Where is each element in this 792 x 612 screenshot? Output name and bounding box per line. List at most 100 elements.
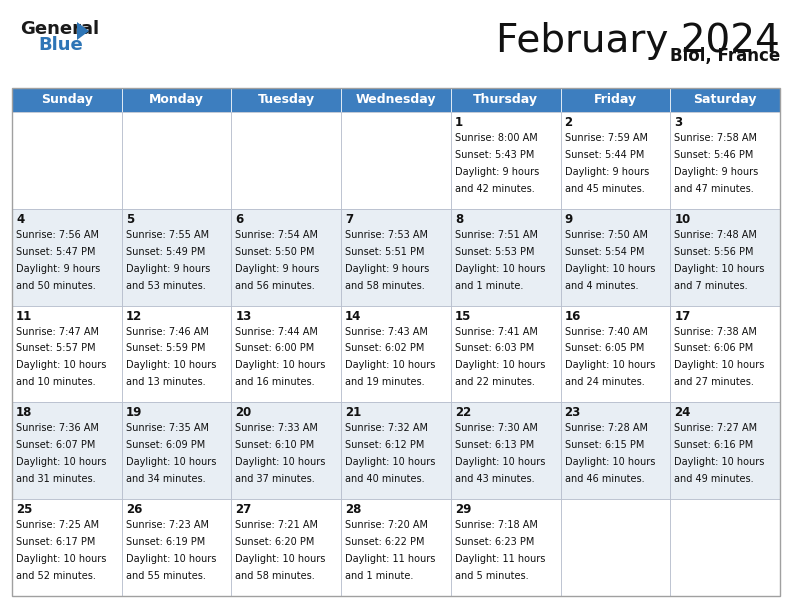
Bar: [122, 209, 231, 305]
Text: and 19 minutes.: and 19 minutes.: [345, 378, 425, 387]
Text: Sunset: 6:16 PM: Sunset: 6:16 PM: [674, 440, 753, 450]
Text: Daylight: 10 hours: Daylight: 10 hours: [16, 457, 106, 467]
Text: Sunset: 5:46 PM: Sunset: 5:46 PM: [674, 150, 754, 160]
Text: Daylight: 10 hours: Daylight: 10 hours: [126, 457, 216, 467]
Text: and 37 minutes.: and 37 minutes.: [235, 474, 315, 484]
Text: General: General: [20, 20, 99, 38]
Text: 6: 6: [235, 213, 244, 226]
Text: Sunrise: 7:44 AM: Sunrise: 7:44 AM: [235, 327, 318, 337]
Text: Sunset: 6:07 PM: Sunset: 6:07 PM: [16, 440, 95, 450]
Text: Daylight: 10 hours: Daylight: 10 hours: [235, 554, 326, 564]
Text: Daylight: 10 hours: Daylight: 10 hours: [345, 457, 436, 467]
Text: Sunrise: 7:55 AM: Sunrise: 7:55 AM: [126, 230, 209, 240]
Text: Sunrise: 8:00 AM: Sunrise: 8:00 AM: [455, 133, 538, 143]
Text: 8: 8: [455, 213, 463, 226]
Text: 28: 28: [345, 503, 361, 516]
Text: Monday: Monday: [149, 94, 204, 106]
Text: and 27 minutes.: and 27 minutes.: [674, 378, 754, 387]
Text: Sunset: 6:15 PM: Sunset: 6:15 PM: [565, 440, 644, 450]
Text: Daylight: 9 hours: Daylight: 9 hours: [16, 264, 101, 274]
Text: and 58 minutes.: and 58 minutes.: [345, 280, 425, 291]
Text: 12: 12: [126, 310, 142, 323]
Text: Sunrise: 7:21 AM: Sunrise: 7:21 AM: [235, 520, 318, 530]
Text: Sunrise: 7:33 AM: Sunrise: 7:33 AM: [235, 424, 318, 433]
Bar: [122, 499, 231, 596]
Text: Sunset: 6:12 PM: Sunset: 6:12 PM: [345, 440, 425, 450]
Bar: [451, 499, 561, 596]
Text: and 31 minutes.: and 31 minutes.: [16, 474, 96, 484]
Text: Sunset: 6:00 PM: Sunset: 6:00 PM: [235, 343, 314, 354]
Text: and 34 minutes.: and 34 minutes.: [126, 474, 205, 484]
Text: 4: 4: [16, 213, 25, 226]
Text: Saturday: Saturday: [693, 94, 757, 106]
Bar: [561, 403, 670, 499]
Text: Sunrise: 7:20 AM: Sunrise: 7:20 AM: [345, 520, 428, 530]
Text: and 16 minutes.: and 16 minutes.: [235, 378, 315, 387]
Text: Sunrise: 7:58 AM: Sunrise: 7:58 AM: [674, 133, 757, 143]
Text: Sunset: 6:03 PM: Sunset: 6:03 PM: [455, 343, 534, 354]
Text: 9: 9: [565, 213, 573, 226]
Text: Sunset: 6:02 PM: Sunset: 6:02 PM: [345, 343, 425, 354]
Bar: [122, 88, 231, 112]
Text: Sunset: 6:09 PM: Sunset: 6:09 PM: [126, 440, 205, 450]
Text: Tuesday: Tuesday: [257, 94, 315, 106]
Bar: [231, 209, 341, 305]
Bar: [670, 499, 780, 596]
Text: Sunset: 6:06 PM: Sunset: 6:06 PM: [674, 343, 753, 354]
Text: Daylight: 10 hours: Daylight: 10 hours: [126, 554, 216, 564]
Text: and 7 minutes.: and 7 minutes.: [674, 280, 748, 291]
Text: 26: 26: [126, 503, 142, 516]
Bar: [561, 209, 670, 305]
Text: 7: 7: [345, 213, 353, 226]
Text: and 10 minutes.: and 10 minutes.: [16, 378, 96, 387]
Text: Sunset: 5:50 PM: Sunset: 5:50 PM: [235, 247, 315, 256]
Bar: [341, 305, 451, 403]
Text: and 49 minutes.: and 49 minutes.: [674, 474, 754, 484]
Text: Sunday: Sunday: [41, 94, 93, 106]
Text: Daylight: 9 hours: Daylight: 9 hours: [235, 264, 320, 274]
Text: Thursday: Thursday: [473, 94, 539, 106]
Text: Daylight: 10 hours: Daylight: 10 hours: [565, 360, 655, 370]
Text: 18: 18: [16, 406, 32, 419]
Text: Sunset: 5:43 PM: Sunset: 5:43 PM: [455, 150, 535, 160]
Text: and 42 minutes.: and 42 minutes.: [455, 184, 535, 194]
Text: Daylight: 9 hours: Daylight: 9 hours: [565, 167, 649, 177]
Text: and 1 minute.: and 1 minute.: [455, 280, 524, 291]
Text: 13: 13: [235, 310, 252, 323]
Text: and 55 minutes.: and 55 minutes.: [126, 571, 206, 581]
Text: and 52 minutes.: and 52 minutes.: [16, 571, 96, 581]
Bar: [122, 112, 231, 209]
Text: 3: 3: [674, 116, 683, 129]
Bar: [670, 88, 780, 112]
Bar: [122, 305, 231, 403]
Bar: [561, 305, 670, 403]
Bar: [12, 403, 122, 499]
Bar: [561, 112, 670, 209]
Text: Daylight: 10 hours: Daylight: 10 hours: [674, 360, 764, 370]
Text: and 22 minutes.: and 22 minutes.: [455, 378, 535, 387]
Text: and 45 minutes.: and 45 minutes.: [565, 184, 645, 194]
Bar: [12, 112, 122, 209]
Text: Biol, France: Biol, France: [670, 47, 780, 65]
Bar: [12, 305, 122, 403]
Text: Sunrise: 7:25 AM: Sunrise: 7:25 AM: [16, 520, 99, 530]
Text: 19: 19: [126, 406, 142, 419]
Text: Daylight: 11 hours: Daylight: 11 hours: [345, 554, 436, 564]
Text: and 58 minutes.: and 58 minutes.: [235, 571, 315, 581]
Text: Sunset: 5:57 PM: Sunset: 5:57 PM: [16, 343, 96, 354]
Text: Sunrise: 7:41 AM: Sunrise: 7:41 AM: [455, 327, 538, 337]
Text: Sunrise: 7:50 AM: Sunrise: 7:50 AM: [565, 230, 648, 240]
Text: and 43 minutes.: and 43 minutes.: [455, 474, 535, 484]
Polygon shape: [77, 22, 89, 40]
Text: Daylight: 9 hours: Daylight: 9 hours: [126, 264, 210, 274]
Text: Daylight: 10 hours: Daylight: 10 hours: [126, 360, 216, 370]
Text: and 40 minutes.: and 40 minutes.: [345, 474, 425, 484]
Text: Wednesday: Wednesday: [356, 94, 436, 106]
Bar: [341, 209, 451, 305]
Text: Daylight: 10 hours: Daylight: 10 hours: [455, 360, 545, 370]
Text: Daylight: 9 hours: Daylight: 9 hours: [455, 167, 539, 177]
Text: and 1 minute.: and 1 minute.: [345, 571, 413, 581]
Text: 20: 20: [235, 406, 252, 419]
Text: Sunrise: 7:32 AM: Sunrise: 7:32 AM: [345, 424, 428, 433]
Text: Sunrise: 7:54 AM: Sunrise: 7:54 AM: [235, 230, 318, 240]
